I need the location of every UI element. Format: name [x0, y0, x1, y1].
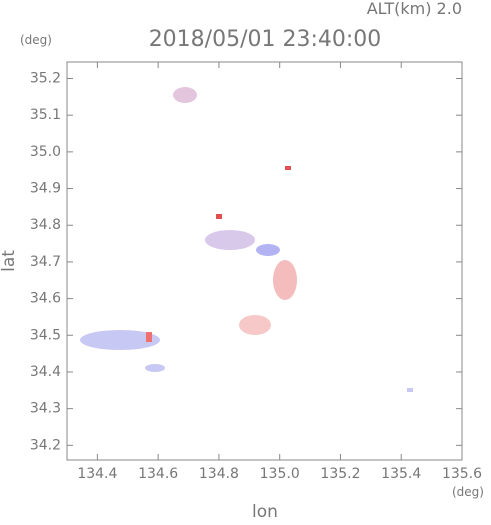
x-tick-label: 134.6	[138, 466, 178, 482]
x-tick-label: 134.8	[199, 466, 239, 482]
chart-subtitle: ALT(km) 2.0	[367, 0, 462, 18]
y-tick-label: 34.4	[30, 364, 61, 380]
y-tick-label: 34.2	[30, 437, 61, 453]
x-tick-label: 134.4	[77, 466, 117, 482]
y-tick-label: 34.5	[30, 327, 61, 343]
x-unit: (deg)	[452, 485, 484, 499]
x-tick-label: 135.4	[381, 466, 421, 482]
y-tick-label: 35.1	[30, 107, 61, 123]
y-tick-label: 34.8	[30, 217, 61, 233]
echo-patches	[80, 87, 413, 392]
x-tick-label: 135.2	[320, 466, 360, 482]
y-tick-label: 35.2	[30, 71, 61, 87]
plot-frame	[66, 61, 463, 461]
y-tick-label: 34.3	[30, 401, 61, 417]
y-tick-label: 34.6	[30, 291, 61, 307]
chart-title: 2018/05/01 23:40:00	[149, 27, 382, 52]
y-tick-label: 35.0	[30, 144, 61, 160]
x-tick-label: 135.0	[260, 466, 300, 482]
y-unit: (deg)	[20, 33, 52, 47]
x-axis-label: lon	[252, 502, 278, 521]
x-tick-label: 135.6	[442, 466, 482, 482]
y-tick-label: 34.9	[30, 181, 61, 197]
y-tick-label: 34.7	[30, 254, 61, 270]
y-axis-label: lat	[0, 250, 19, 272]
